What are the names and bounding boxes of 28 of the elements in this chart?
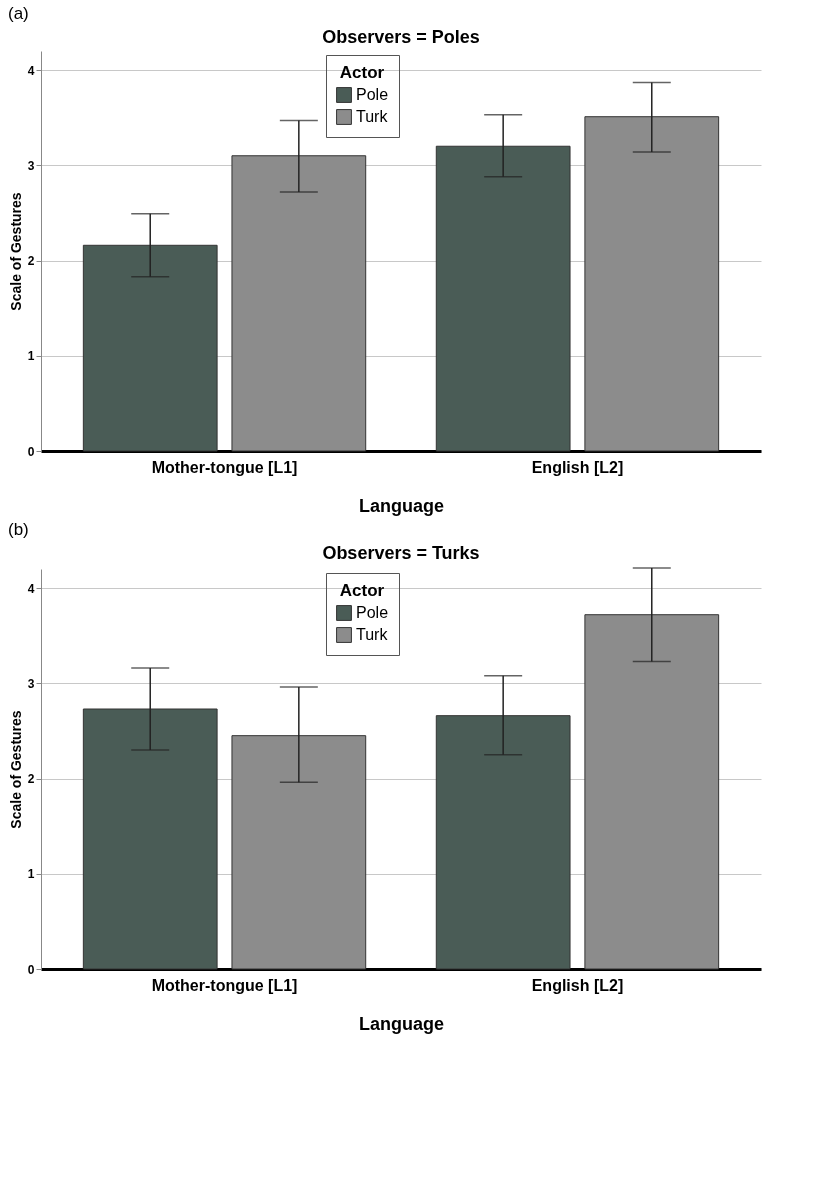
y-tick-label: 3 (27, 158, 35, 173)
legend-label: Turk (356, 626, 389, 643)
legend-label: Turk (356, 108, 389, 125)
y-tick-label: 2 (27, 772, 35, 787)
legend-label: Pole (356, 604, 389, 621)
chart-title: Observers = Turks (322, 543, 480, 564)
y-tick-label: 0 (27, 962, 35, 977)
y-tick-label: 0 (27, 444, 35, 459)
y-tick-label: 1 (27, 349, 35, 364)
x-tick-label: English [L2] (531, 458, 624, 476)
chart-title: Observers = Poles (322, 27, 480, 47)
text: (a) (8, 4, 30, 24)
y-axis-title: Scale of Gestures (7, 192, 24, 311)
y-axis-title: Scale of Gestures (7, 710, 24, 829)
x-axis-title: Language (358, 1013, 445, 1034)
y-tick-label: 4 (27, 63, 35, 78)
y-tick-label: 3 (27, 676, 35, 691)
y-tick-label: 1 (27, 867, 35, 882)
x-tick-label: Mother-tongue [L1] (151, 976, 298, 994)
legend-title: Actor (339, 581, 385, 600)
legend-title: Actor (339, 63, 385, 82)
y-tick-label: 4 (27, 581, 35, 596)
y-tick-label: 2 (27, 254, 35, 269)
legend-label: Pole (356, 86, 389, 103)
x-tick-label: English [L2] (531, 976, 624, 994)
text: (b) (8, 520, 30, 540)
x-tick-label: Mother-tongue [L1] (151, 458, 298, 476)
x-axis-title: Language (358, 495, 445, 516)
